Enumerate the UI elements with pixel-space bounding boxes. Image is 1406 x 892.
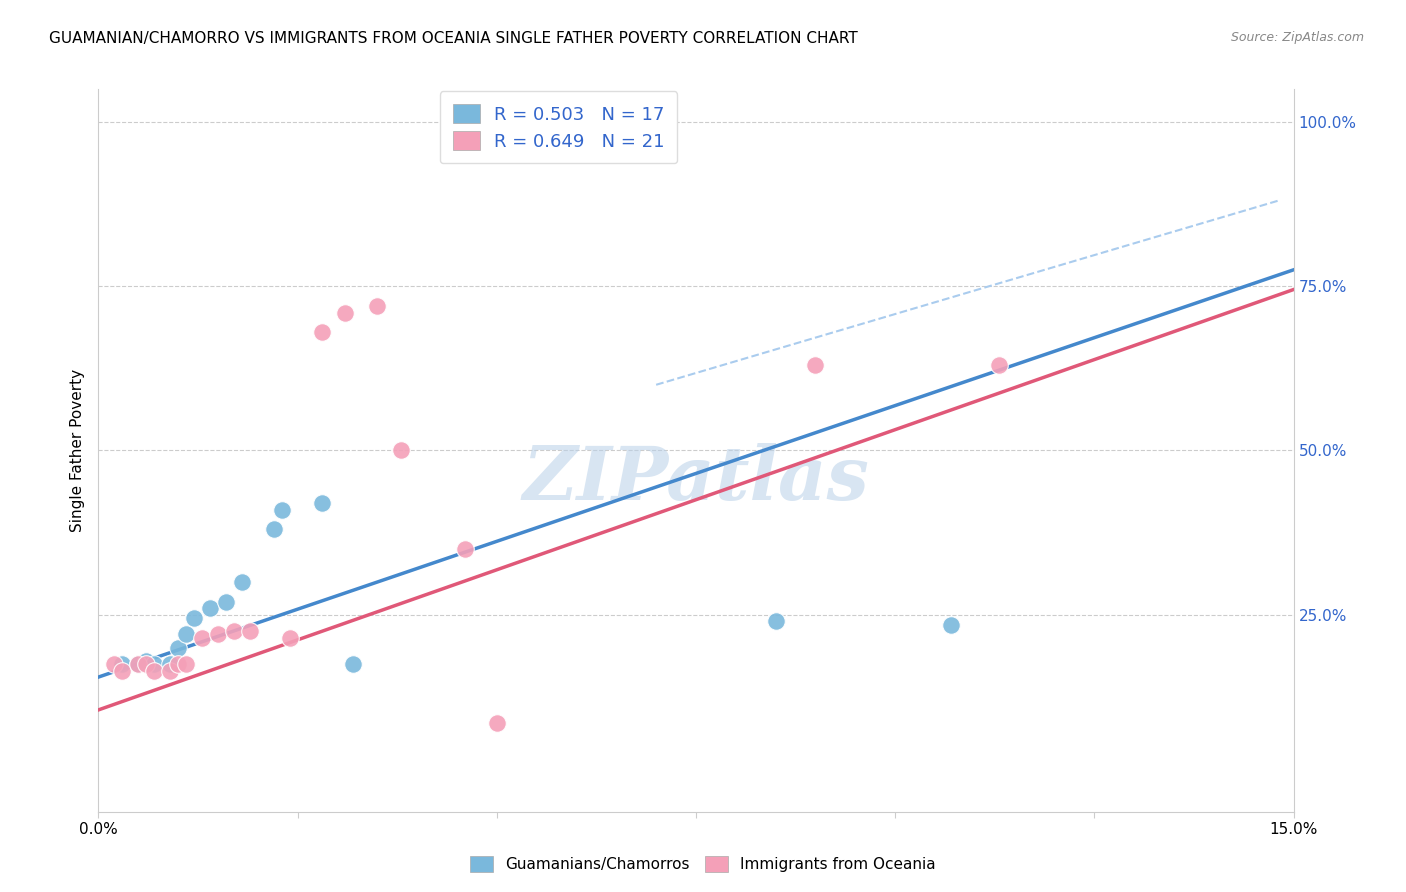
Point — [270, 502, 292, 516]
Point — [311, 496, 333, 510]
Point — [198, 601, 221, 615]
Point — [765, 614, 787, 628]
Legend: Guamanians/Chamorros, Immigrants from Oceania: Guamanians/Chamorros, Immigrants from Oc… — [463, 848, 943, 880]
Point — [335, 305, 357, 319]
Point — [159, 664, 181, 678]
Point — [239, 624, 262, 639]
Point — [222, 624, 245, 639]
Point — [127, 657, 149, 671]
Text: GUAMANIAN/CHAMORRO VS IMMIGRANTS FROM OCEANIA SINGLE FATHER POVERTY CORRELATION : GUAMANIAN/CHAMORRO VS IMMIGRANTS FROM OC… — [49, 31, 858, 46]
Point — [167, 657, 190, 671]
Text: Source: ZipAtlas.com: Source: ZipAtlas.com — [1230, 31, 1364, 45]
Point — [143, 664, 166, 678]
Point — [263, 522, 285, 536]
Point — [127, 657, 149, 671]
Point — [174, 657, 197, 671]
Point — [103, 657, 125, 671]
Point — [135, 654, 157, 668]
Point — [939, 617, 962, 632]
Point — [454, 541, 477, 556]
Point — [342, 657, 364, 671]
Point — [804, 358, 827, 372]
Point — [311, 325, 333, 339]
Point — [135, 657, 157, 671]
Point — [159, 657, 181, 671]
Point — [366, 299, 388, 313]
Point — [191, 631, 214, 645]
Point — [111, 657, 134, 671]
Point — [987, 358, 1010, 372]
Point — [183, 611, 205, 625]
Point — [207, 627, 229, 641]
Point — [485, 716, 508, 731]
Point — [143, 657, 166, 671]
Legend: R = 0.503   N = 17, R = 0.649   N = 21: R = 0.503 N = 17, R = 0.649 N = 21 — [440, 91, 678, 163]
Point — [215, 594, 238, 608]
Y-axis label: Single Father Poverty: Single Father Poverty — [69, 369, 84, 532]
Point — [174, 627, 197, 641]
Point — [167, 640, 190, 655]
Point — [231, 574, 253, 589]
Text: ZIPatlas: ZIPatlas — [523, 443, 869, 516]
Point — [111, 664, 134, 678]
Point — [278, 631, 301, 645]
Point — [389, 443, 412, 458]
